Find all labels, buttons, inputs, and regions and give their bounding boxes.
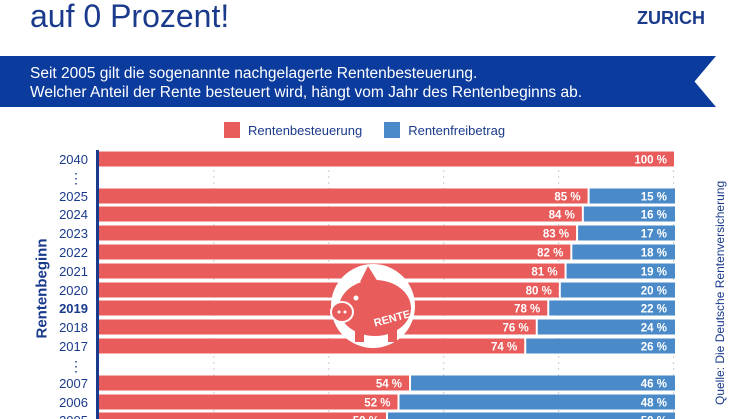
legend-label: Rentenbesteuerung xyxy=(248,122,363,138)
bar-allowance xyxy=(399,394,675,410)
category-label: 2005 xyxy=(59,413,88,419)
intro-banner: Seit 2005 gilt die sogenannte nachgelage… xyxy=(0,56,716,107)
ellipsis: ⋮ xyxy=(69,358,83,374)
source-note: Quelle: Die Deutsche Rentenversicherung xyxy=(713,180,727,405)
bar-tax xyxy=(99,188,588,204)
value-label-allowance: 50 % xyxy=(641,416,667,419)
value-label-tax: 50 % xyxy=(353,416,379,419)
category-label: 2006 xyxy=(59,395,88,410)
bar-tax xyxy=(99,319,536,335)
zurich-logo: ZURICH xyxy=(637,8,705,28)
bar-tax xyxy=(99,244,571,260)
ellipsis: ⋮ xyxy=(69,170,83,186)
bar-tax xyxy=(99,394,398,410)
category-label: 2022 xyxy=(59,245,88,260)
value-label-tax: 83 % xyxy=(543,229,569,241)
category-label: 2019 xyxy=(59,301,88,316)
value-label-allowance: 48 % xyxy=(641,398,667,410)
value-label-tax: 82 % xyxy=(537,248,563,260)
value-label-tax: 54 % xyxy=(376,379,402,391)
banner-line-1: Seit 2005 gilt die sogenannte nachgelage… xyxy=(30,65,478,82)
value-label-tax: 84 % xyxy=(549,210,575,222)
category-label: 2021 xyxy=(59,264,88,279)
value-label-allowance: 24 % xyxy=(641,323,667,335)
value-label-allowance: 26 % xyxy=(641,342,667,354)
value-label-allowance: 46 % xyxy=(641,379,667,391)
bar-allowance xyxy=(411,375,675,391)
y-axis-label: Rentenbeginn xyxy=(33,238,51,339)
value-label-tax: 76 % xyxy=(503,323,529,335)
category-label: 2025 xyxy=(59,189,88,204)
bar-tax xyxy=(99,375,410,391)
bar-tax xyxy=(99,263,565,279)
value-label-tax: 80 % xyxy=(526,286,552,298)
category-label: 2040 xyxy=(59,152,88,167)
value-label-tax: 52 % xyxy=(364,398,390,410)
value-label-tax: 85 % xyxy=(554,192,580,204)
value-label-allowance: 15 % xyxy=(641,192,667,204)
bar-tax xyxy=(99,206,582,222)
bar-tax xyxy=(99,300,548,316)
legend-item-allowance: Rentenfreibetrag xyxy=(384,122,505,138)
category-label: 2024 xyxy=(59,207,88,222)
bar-allowance xyxy=(578,225,675,241)
category-label: 2020 xyxy=(59,283,88,298)
bar-allowance xyxy=(583,206,675,222)
value-label-allowance: 22 % xyxy=(641,304,667,316)
value-label-tax: 81 % xyxy=(531,267,557,279)
bar-tax xyxy=(99,282,559,298)
legend-label: Rentenfreibetrag xyxy=(408,122,506,138)
category-label: 2007 xyxy=(59,376,88,391)
legend-swatch xyxy=(384,122,401,138)
piggy-bank-icon: RENTE xyxy=(330,264,415,348)
bar-tax xyxy=(99,412,386,419)
value-label-allowance: 17 % xyxy=(641,229,667,241)
value-label-tax: 78 % xyxy=(514,304,540,316)
value-label-allowance: 20 % xyxy=(641,286,667,298)
bar-allowance xyxy=(560,282,675,298)
value-label-tax: 100 % xyxy=(634,155,667,167)
banner-line-2: Welcher Anteil der Rente besteuert wird,… xyxy=(30,84,583,101)
category-label: 2023 xyxy=(59,226,88,241)
bar-tax xyxy=(99,151,674,167)
legend: Rentenbesteuerung Rentenfreibetrag xyxy=(224,122,505,138)
bar-allowance xyxy=(572,244,675,260)
value-label-allowance: 16 % xyxy=(641,210,667,222)
value-label-allowance: 19 % xyxy=(641,267,667,279)
bar-allowance xyxy=(388,412,675,419)
y-axis-line xyxy=(96,150,99,419)
page-title: auf 0 Prozent! xyxy=(30,0,230,34)
value-label-tax: 74 % xyxy=(491,342,517,354)
bar-tax xyxy=(99,225,577,241)
bar-allowance xyxy=(526,338,675,354)
category-label: 2018 xyxy=(59,320,88,335)
legend-item-tax: Rentenbesteuerung xyxy=(224,122,362,138)
bar-allowance xyxy=(537,319,675,335)
bar-tax xyxy=(99,338,525,354)
bar-allowance xyxy=(549,300,675,316)
bar-allowance xyxy=(566,263,675,279)
value-label-allowance: 18 % xyxy=(641,248,667,260)
category-label: 2017 xyxy=(59,339,88,354)
bar-allowance xyxy=(589,188,675,204)
legend-swatch xyxy=(224,122,240,138)
